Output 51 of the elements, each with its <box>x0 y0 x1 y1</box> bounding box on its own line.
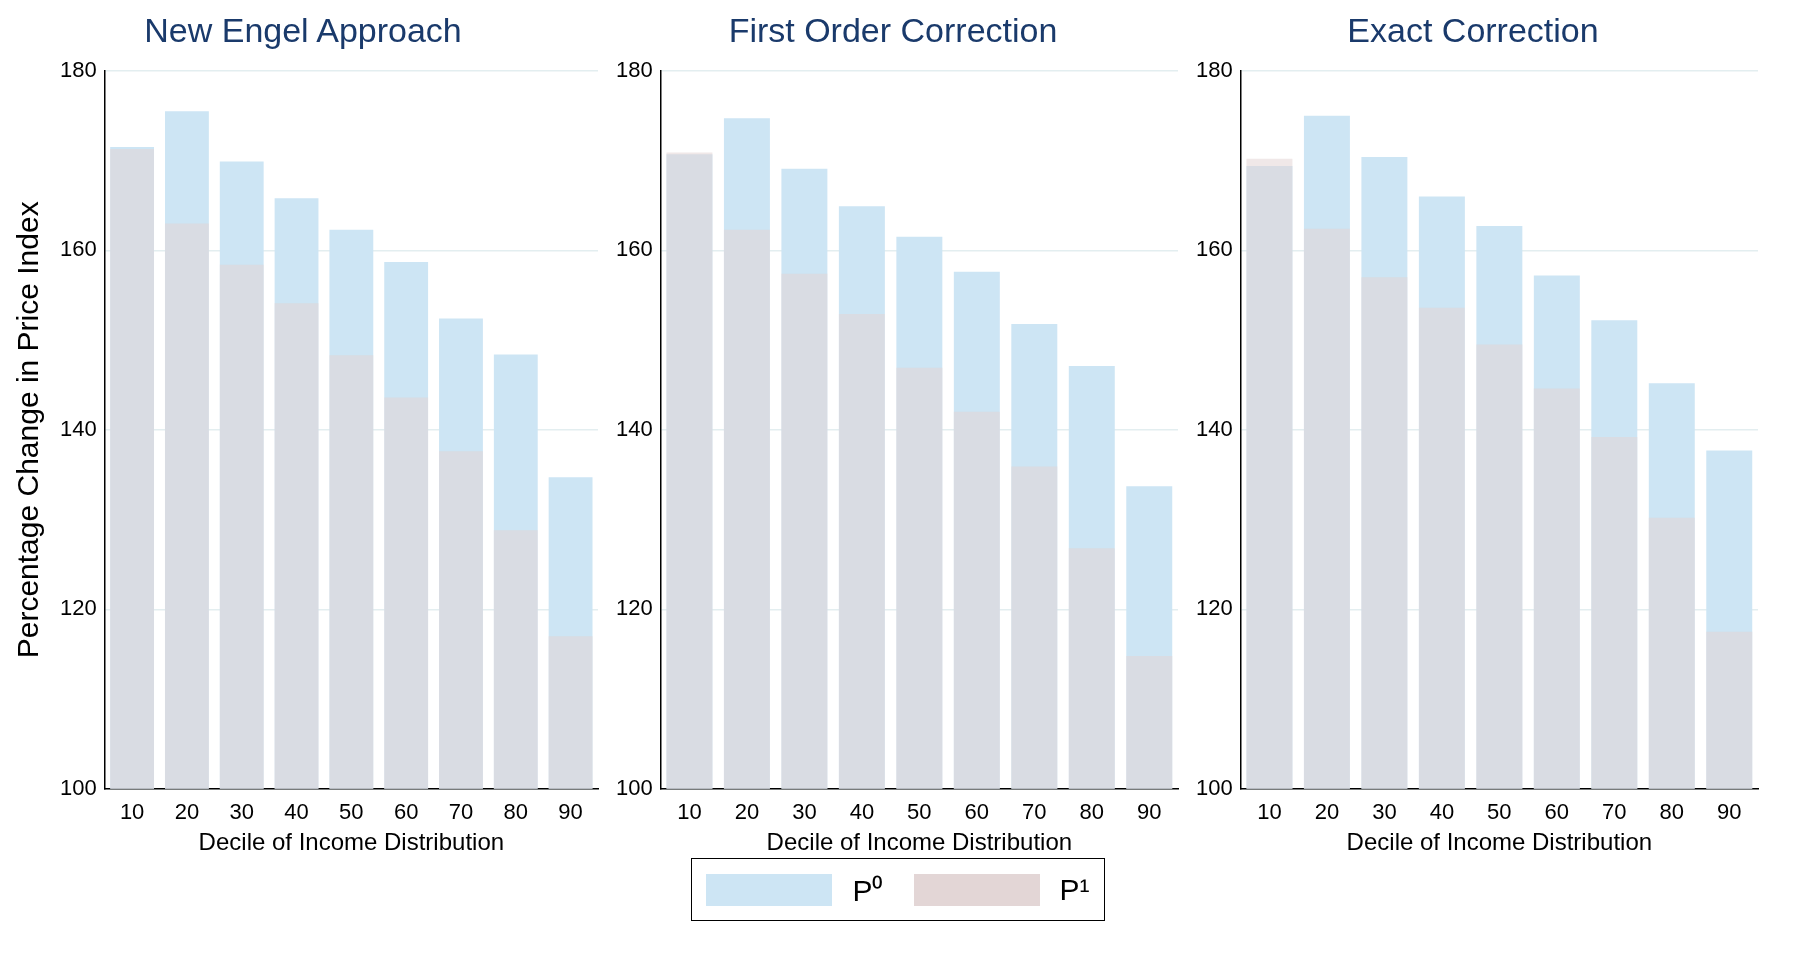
x-tick-label: 80 <box>1079 799 1105 825</box>
x-axis-title: Decile of Income Distribution <box>198 828 505 856</box>
y-tick-label: 180 <box>59 56 97 82</box>
x-axis-title: Decile of Income Distribution <box>766 828 1073 856</box>
x-tick-label: 10 <box>119 799 145 825</box>
y-tick-label: 120 <box>59 595 97 621</box>
x-tick-label: 20 <box>734 799 760 825</box>
chart-title: Exact Correction <box>1347 10 1599 49</box>
y-tick-label: 160 <box>1195 236 1233 262</box>
y-tick-label: 140 <box>615 415 653 441</box>
x-tick-label: 90 <box>1137 799 1162 825</box>
x-tick-label: 10 <box>1257 799 1282 825</box>
y-tick-label: 100 <box>1195 774 1233 800</box>
x-tick-label: 80 <box>503 799 529 825</box>
x-tick-label: 40 <box>1429 799 1455 825</box>
x-tick-label: 60 <box>964 799 990 825</box>
x-tick-label: 90 <box>558 799 583 825</box>
y-tick-label: 160 <box>59 236 97 262</box>
x-tick-label: 30 <box>792 799 817 825</box>
x-tick-label: 70 <box>1022 799 1047 825</box>
x-tick-label: 50 <box>1487 799 1512 825</box>
x-tick-label: 50 <box>339 799 364 825</box>
y-axis-title: Percentage Change in Price Index <box>11 201 45 659</box>
x-tick-label: 20 <box>1314 799 1340 825</box>
legend-label: P¹ <box>1059 872 1090 907</box>
x-tick-label: 80 <box>1659 799 1685 825</box>
x-tick-label: 40 <box>284 799 309 825</box>
x-tick-label: 50 <box>907 799 932 825</box>
x-tick-label: 90 <box>1717 799 1742 825</box>
x-tick-label: 60 <box>393 799 419 825</box>
y-tick-label: 100 <box>615 774 653 800</box>
x-tick-label: 30 <box>229 799 254 825</box>
legend-label: P⁰ <box>852 873 884 909</box>
y-tick-label: 180 <box>615 56 653 82</box>
x-tick-label: 20 <box>174 799 200 825</box>
y-tick-label: 180 <box>1195 56 1233 82</box>
chart-title: New Engel Approach <box>144 10 462 49</box>
x-tick-label: 60 <box>1544 799 1570 825</box>
y-tick-label: 120 <box>615 595 653 621</box>
y-tick-label: 140 <box>59 415 97 441</box>
x-tick-label: 30 <box>1372 799 1397 825</box>
x-tick-label: 40 <box>849 799 875 825</box>
y-tick-label: 100 <box>59 774 97 800</box>
x-axis-title: Decile of Income Distribution <box>1346 828 1653 856</box>
y-tick-label: 140 <box>1195 415 1233 441</box>
chart-title: First Order Correction <box>728 10 1058 49</box>
x-tick-label: 70 <box>448 799 474 825</box>
y-tick-label: 160 <box>615 236 653 262</box>
y-tick-label: 120 <box>1195 595 1233 621</box>
x-tick-label: 70 <box>1602 799 1627 825</box>
x-tick-label: 10 <box>677 799 702 825</box>
